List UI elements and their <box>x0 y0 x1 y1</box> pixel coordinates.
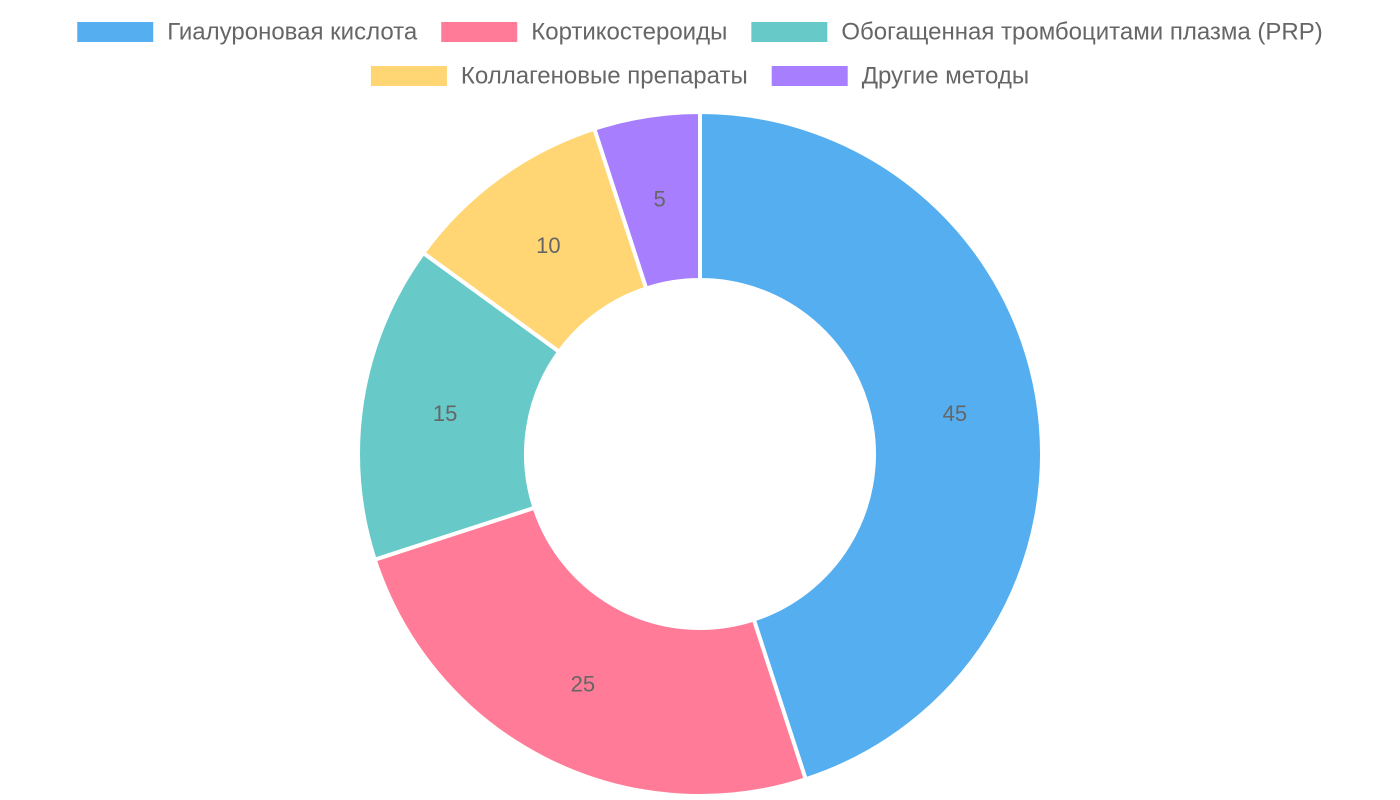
legend-swatch-5 <box>771 66 848 86</box>
legend-swatch-4 <box>370 66 447 86</box>
legend-label-2: Кортикостероиды <box>531 19 727 46</box>
legend-label-5: Другие методы <box>862 63 1029 90</box>
legend-label-4: Коллагеновые препараты <box>461 63 748 90</box>
slice-value-label-5: 5 <box>654 187 666 212</box>
slice-value-label-4: 10 <box>536 233 560 258</box>
legend-swatch-3 <box>751 22 828 42</box>
legend-item-2[interactable]: Кортикостероиды <box>441 19 727 46</box>
legend-item-3[interactable]: Обогащенная тромбоцитами плазма (PRP) <box>751 19 1323 46</box>
slice-value-label-1: 45 <box>943 401 967 426</box>
legend-item-5[interactable]: Другие методы <box>771 63 1029 90</box>
slice-labels-group: 45 25 15 10 5 <box>433 187 967 697</box>
slices-group <box>356 109 1044 798</box>
slice-2[interactable] <box>372 505 809 798</box>
slice-1[interactable] <box>698 109 1044 782</box>
legend-swatch-1 <box>77 22 154 42</box>
slice-5[interactable] <box>591 109 702 292</box>
slice-3[interactable] <box>356 250 563 563</box>
legend-swatch-2 <box>441 22 518 42</box>
slice-value-label-2: 25 <box>571 671 595 696</box>
chart-legend: Гиалуроновая кислота Кортикостероиды Обога… <box>77 19 1323 90</box>
legend-label-1: Гиалуроновая кислота <box>167 19 418 46</box>
legend-item-4[interactable]: Коллагеновые препараты <box>370 63 748 90</box>
legend-item-1[interactable]: Гиалуроновая кислота <box>77 19 418 46</box>
slice-value-label-3: 15 <box>433 401 457 426</box>
legend-label-3: Обогащенная тромбоцитами плазма (PRP) <box>841 19 1322 46</box>
